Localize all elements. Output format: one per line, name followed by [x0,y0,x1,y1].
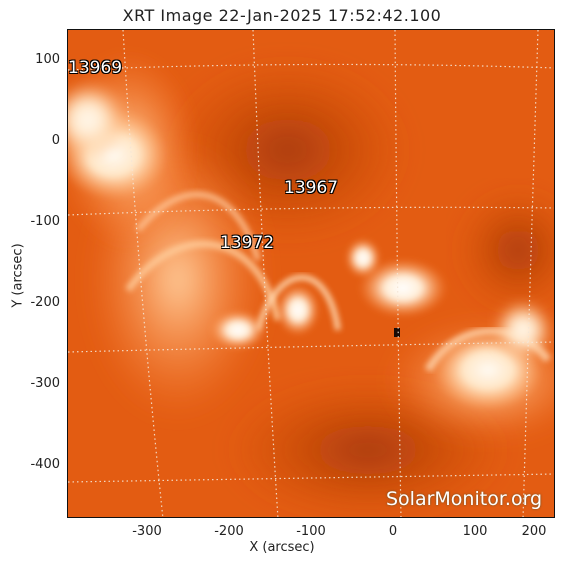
y-axis-title: Y (arcsec) [10,243,26,308]
x-tick-label: 200 [521,524,547,539]
y-tick-label: -400 [30,457,60,472]
x-tick-label: -100 [296,524,326,539]
x-tick-label: 0 [388,524,398,539]
active-region-label: 13972 [220,233,275,253]
active-region-label: 13969 [68,58,123,78]
y-tick-label: 0 [51,133,60,148]
x-tick-label: -200 [214,524,244,539]
active-region-label: 13967 [284,178,339,198]
x-tick-label: 100 [462,524,488,539]
x-tick-label: -300 [132,524,162,539]
y-tick-label: 100 [35,52,60,67]
image-title: XRT Image 22-Jan-2025 17:52:42.100 [122,6,442,25]
watermark: SolarMonitor.org [386,488,543,510]
y-tick-label: -200 [30,295,60,310]
y-tick-label: -100 [30,214,60,229]
x-axis-title: X (arcsec) [249,540,315,555]
solar-image-plot: 13969 13967 13972 [67,29,555,518]
solar-xray-image [68,30,554,517]
y-tick-label: -300 [30,376,60,391]
